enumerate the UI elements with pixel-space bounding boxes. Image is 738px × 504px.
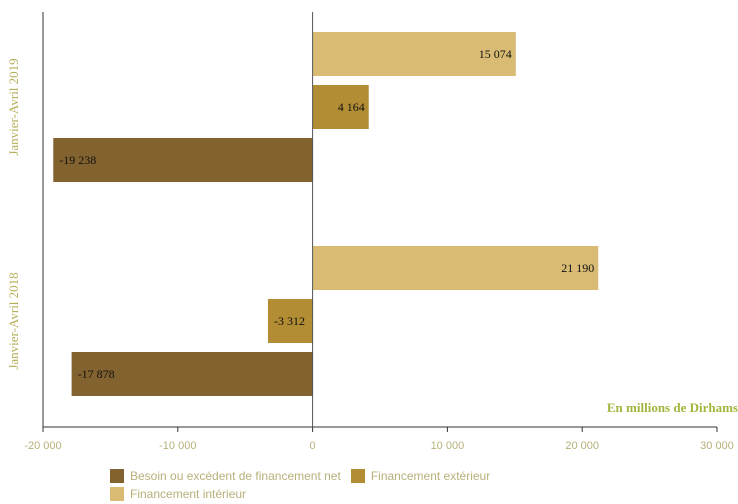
x-tick-label: 20 000 bbox=[565, 440, 599, 452]
legend-item: Besoin ou excédent de financement net bbox=[110, 468, 341, 484]
x-tick-label: -20 000 bbox=[24, 440, 61, 452]
legend-label: Financement extérieur bbox=[370, 469, 491, 483]
x-tick-label: 30 000 bbox=[700, 440, 734, 452]
bar-2-1 bbox=[312, 85, 369, 129]
category-labels-group: Janvier-Avril 2019 Janvier-Avril 2018 bbox=[6, 58, 21, 369]
legend-item: Financement intérieur bbox=[110, 486, 246, 502]
legend-swatch bbox=[110, 487, 124, 501]
x-tick-label: -10 000 bbox=[159, 440, 196, 452]
legend-swatch bbox=[350, 469, 365, 483]
bar-1-2 bbox=[312, 246, 599, 290]
bar-2-2 bbox=[267, 299, 313, 343]
category-label: Janvier-Avril 2018 bbox=[6, 272, 21, 369]
unit-label: En millions de Dirhams bbox=[606, 400, 738, 415]
category-label: Janvier-Avril 2019 bbox=[6, 58, 21, 155]
data-label: 15 074 bbox=[479, 47, 512, 61]
bar-1-1 bbox=[312, 32, 516, 76]
x-ticks-group: -20 000 -10 000 0 10 000 20 000 30 000 bbox=[24, 427, 734, 452]
data-label: -19 238 bbox=[59, 153, 96, 167]
x-tick-label: 0 bbox=[310, 440, 316, 452]
legend-item: Financement extérieur bbox=[350, 468, 491, 484]
legend-label: Besoin ou excédent de financement net bbox=[130, 469, 341, 483]
x-tick-label: 10 000 bbox=[431, 440, 465, 452]
data-label: -17 878 bbox=[78, 367, 115, 381]
legend: Besoin ou excédent de financement net Fin… bbox=[110, 468, 630, 504]
legend-swatch bbox=[110, 469, 124, 483]
data-label: 4 164 bbox=[338, 100, 365, 114]
data-label: 21 190 bbox=[561, 261, 594, 275]
bar-3-2 bbox=[71, 352, 313, 396]
data-label: -3 312 bbox=[274, 314, 305, 328]
bars-group: 15 074 4 164 -19 238 21 190 -3 312 -17 878 bbox=[53, 32, 599, 396]
bar-3-1 bbox=[53, 138, 313, 182]
legend-label: Financement intérieur bbox=[130, 487, 247, 501]
